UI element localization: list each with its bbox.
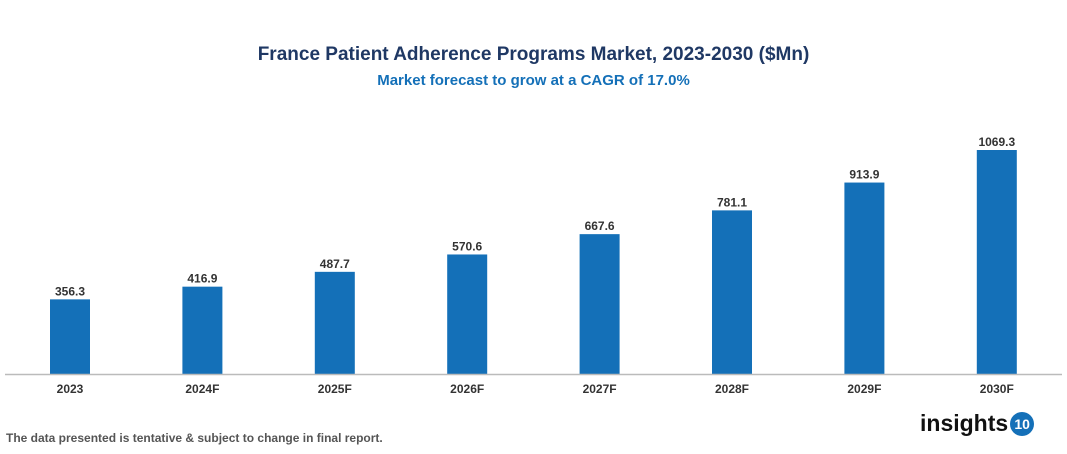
- data-label: 356.3: [55, 284, 85, 298]
- bar: [976, 150, 1017, 374]
- disclaimer-note: The data presented is tentative & subjec…: [6, 431, 383, 445]
- bar: [182, 286, 223, 374]
- bar: [579, 234, 620, 374]
- data-label: 667.6: [585, 219, 615, 233]
- insights10-logo: insights 10: [920, 410, 1035, 437]
- x-tick-label: 2024F: [185, 382, 219, 396]
- bar: [50, 299, 90, 374]
- bar: [314, 271, 355, 374]
- bar: [712, 210, 752, 374]
- x-tick-label: 2029F: [847, 382, 881, 396]
- x-tick-label: 2030F: [980, 382, 1014, 396]
- bar: [447, 254, 488, 374]
- data-label: 416.9: [187, 272, 217, 286]
- data-label: 1069.3: [978, 135, 1015, 149]
- chart-title: France Patient Adherence Programs Market…: [257, 44, 810, 65]
- x-tick-label: 2023: [57, 382, 84, 396]
- data-label: 913.9: [849, 168, 879, 182]
- x-tick-label: 2026F: [450, 382, 484, 396]
- x-tick-label: 2028F: [715, 382, 749, 396]
- data-label: 570.6: [452, 239, 482, 253]
- data-label: 781.1: [717, 195, 747, 209]
- data-label: 487.7: [320, 257, 350, 271]
- chart-subtitle: Market forecast to grow at a CAGR of 17.…: [377, 72, 690, 89]
- logo-text: insights: [920, 410, 1009, 436]
- bar: [844, 182, 885, 374]
- logo-badge: 10: [1010, 411, 1035, 436]
- x-tick-label: 2027F: [583, 382, 617, 396]
- x-tick-label: 2025F: [318, 382, 352, 396]
